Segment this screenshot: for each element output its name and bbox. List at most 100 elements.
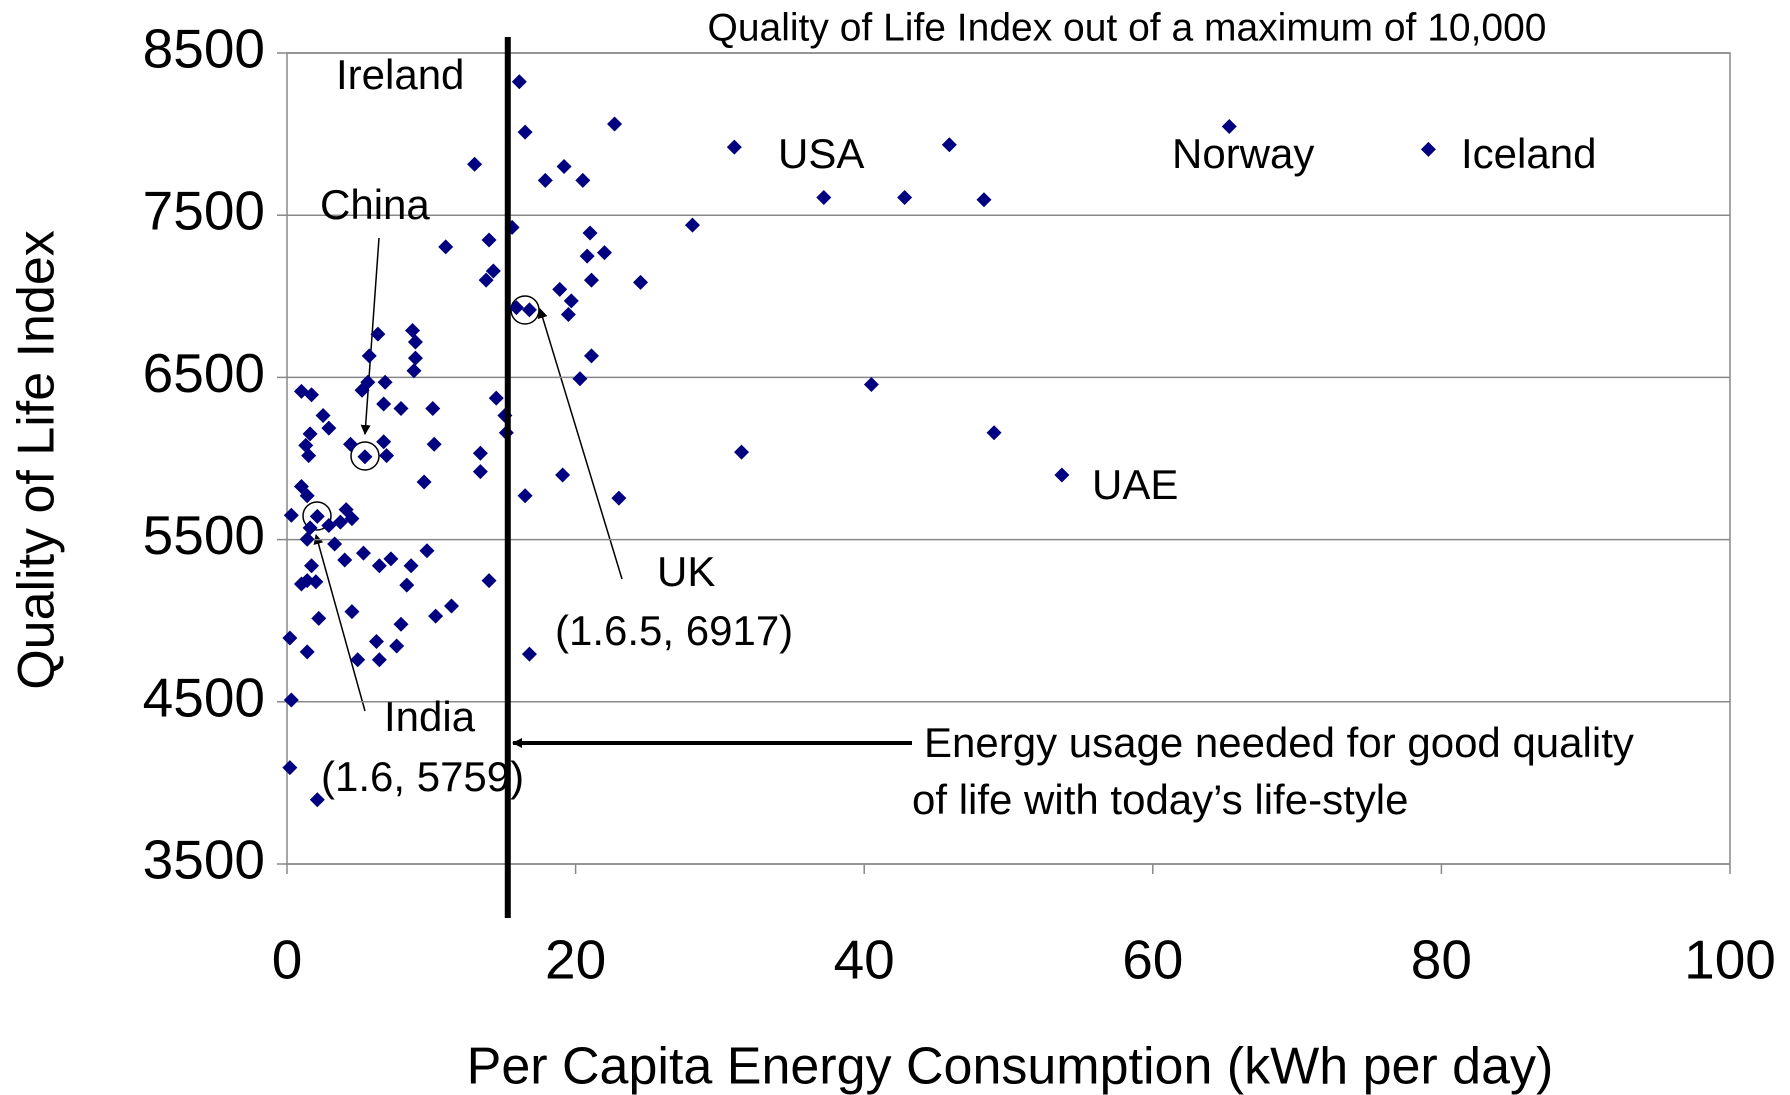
- x-tick-label: 60: [1122, 929, 1183, 991]
- point: [521, 646, 537, 662]
- point: [419, 543, 435, 559]
- point: [556, 159, 572, 175]
- point: [403, 558, 419, 574]
- point: [302, 426, 318, 442]
- point: [472, 445, 488, 461]
- point: [361, 348, 377, 364]
- point: [315, 408, 331, 424]
- point: [416, 474, 432, 490]
- point: [816, 190, 832, 206]
- point: [302, 520, 318, 536]
- annotation: Norway: [1172, 130, 1314, 177]
- point: [321, 517, 337, 533]
- china-circle: [350, 441, 380, 471]
- point: [579, 248, 595, 264]
- chart-title: Quality of Life Index out of a maximum o…: [708, 6, 1547, 49]
- point: [1420, 141, 1436, 157]
- point: [371, 652, 387, 668]
- point: [611, 490, 627, 506]
- point: [283, 692, 299, 708]
- point: [327, 536, 343, 552]
- point: [308, 574, 324, 590]
- point: [481, 573, 497, 589]
- y-axis-title: Quality of Life Index: [8, 230, 66, 690]
- point: [399, 577, 415, 593]
- point: [338, 502, 354, 518]
- x-tick-label: 40: [834, 929, 895, 991]
- point: [371, 558, 387, 574]
- point: [309, 508, 325, 524]
- point: [293, 479, 309, 495]
- point: [596, 245, 612, 261]
- point: [444, 598, 460, 614]
- point: [304, 387, 320, 403]
- point: [511, 74, 527, 90]
- y-tick-label: 7500: [143, 180, 265, 242]
- point: [350, 652, 366, 668]
- point: [389, 638, 405, 654]
- point: [517, 488, 533, 504]
- point: [299, 531, 315, 547]
- annotation: Iceland: [1461, 130, 1596, 177]
- point: [406, 363, 422, 379]
- point: [407, 334, 423, 350]
- point: [521, 302, 537, 318]
- point: [299, 573, 315, 589]
- point: [438, 239, 454, 255]
- uk-circle: [510, 295, 540, 325]
- point: [488, 390, 504, 406]
- point: [407, 350, 423, 366]
- point: [1054, 467, 1070, 483]
- x-axis-title: Per Capita Energy Consumption (kWh per d…: [467, 1038, 1554, 1095]
- india-arrow: [313, 534, 366, 712]
- point: [575, 172, 591, 188]
- point: [508, 300, 524, 316]
- point: [425, 401, 441, 417]
- point: [282, 760, 298, 776]
- annotation: (1.6.5, 6917): [555, 607, 793, 654]
- y-tick-label: 3500: [143, 829, 265, 891]
- point: [552, 281, 568, 297]
- annotation: USA: [778, 130, 864, 177]
- point: [299, 644, 315, 660]
- point: [332, 514, 348, 530]
- point: [426, 436, 442, 452]
- point: [393, 401, 409, 417]
- point: [986, 425, 1002, 441]
- point: [607, 116, 623, 132]
- point: [684, 217, 700, 233]
- x-tick-label: 20: [545, 929, 606, 991]
- point: [368, 633, 384, 649]
- point: [537, 172, 553, 188]
- uk-arrow: [537, 308, 623, 580]
- point: [355, 545, 371, 561]
- annotation: Energy usage needed for good quality: [924, 719, 1634, 766]
- point: [283, 507, 299, 523]
- point: [517, 124, 533, 140]
- point: [393, 616, 409, 632]
- point: [478, 272, 494, 288]
- point: [299, 488, 315, 504]
- point: [376, 396, 392, 412]
- x-tick-label: 0: [272, 929, 303, 991]
- point: [583, 348, 599, 364]
- point: [941, 137, 957, 153]
- point: [337, 552, 353, 568]
- point: [321, 420, 337, 436]
- point: [560, 306, 576, 322]
- y-tick-label: 6500: [143, 342, 265, 404]
- point: [485, 263, 501, 279]
- annotation: India: [384, 693, 476, 740]
- annotation: Ireland: [336, 51, 464, 98]
- point: [582, 225, 598, 241]
- point: [555, 467, 571, 483]
- point: [377, 374, 393, 390]
- point: [344, 604, 360, 620]
- point: [311, 610, 327, 626]
- annotation: (1.6, 5759): [321, 753, 524, 800]
- point: [301, 448, 317, 464]
- annotation: of life with today’s life-style: [912, 776, 1408, 823]
- point: [863, 377, 879, 393]
- point: [376, 434, 392, 450]
